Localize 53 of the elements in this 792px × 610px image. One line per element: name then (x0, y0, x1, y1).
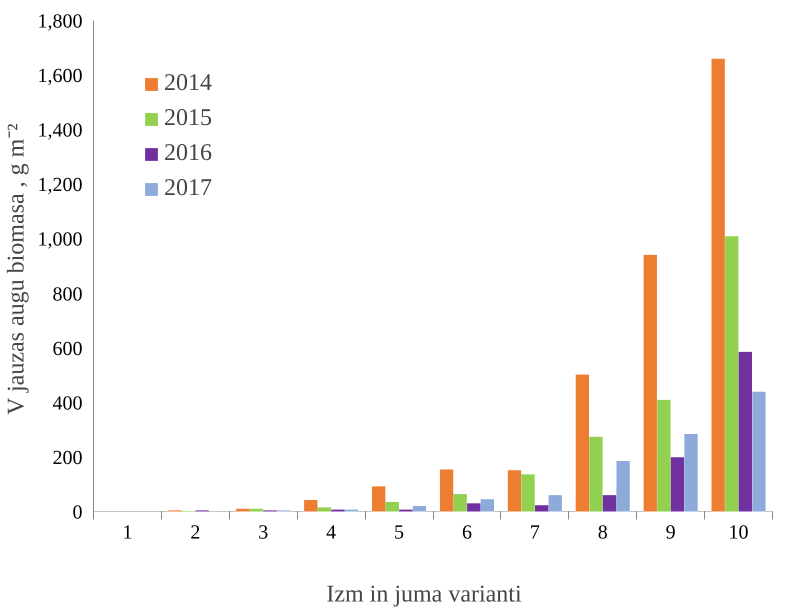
bar (589, 436, 603, 512)
legend-label: 2017 (164, 175, 212, 202)
x-tick-label: 3 (258, 522, 268, 544)
bar (602, 495, 616, 512)
bar (412, 506, 426, 512)
y-tick-label: 800 (52, 283, 82, 306)
y-tick-label: 400 (52, 392, 82, 414)
bar (372, 486, 386, 512)
y-tick-label: 1,000 (38, 228, 82, 251)
bar (521, 474, 535, 512)
x-tick-label: 4 (326, 522, 336, 544)
bar (386, 502, 399, 512)
bar (576, 374, 590, 512)
x-tick-label: 1 (122, 522, 132, 544)
bar (712, 58, 725, 512)
bar (508, 470, 522, 512)
legend-label: 2014 (164, 70, 212, 97)
y-tick-label: 1,600 (38, 65, 82, 88)
bar (250, 508, 264, 512)
y-tick-label: 200 (52, 446, 82, 469)
y-tick-label: 1,400 (38, 120, 82, 142)
bar (467, 503, 480, 512)
bar (725, 236, 738, 512)
bar (548, 495, 562, 512)
y-tick-label: 0 (72, 502, 82, 524)
legend-label: 2016 (164, 140, 212, 167)
bar (752, 392, 766, 512)
x-tick-label: 2 (190, 522, 200, 544)
y-tick-label: 1,200 (38, 174, 82, 196)
bar (480, 499, 494, 512)
x-tick-label: 10 (728, 522, 749, 544)
bar (670, 457, 684, 512)
bar (644, 254, 657, 512)
x-axis-title: Izm in juma varianti (326, 582, 522, 608)
bar (616, 461, 630, 512)
bar (440, 469, 454, 512)
bar (454, 494, 467, 512)
bar (684, 434, 698, 512)
x-tick-label: 9 (666, 522, 676, 544)
x-tick-label: 8 (598, 522, 608, 544)
bar (318, 507, 332, 512)
x-tick-label: 6 (462, 522, 472, 544)
legend-label: 2015 (164, 105, 212, 132)
bar (534, 505, 548, 512)
bar (738, 352, 752, 512)
x-tick-label: 7 (530, 522, 540, 544)
y-tick-label: 1,800 (38, 10, 82, 32)
x-tick-label: 5 (394, 522, 404, 544)
bar (236, 508, 250, 512)
y-tick-label: 600 (52, 338, 82, 360)
bar (304, 500, 318, 512)
y-axis-title: V jauzas augu biomasa , g m⁻² (4, 124, 30, 415)
bar (657, 400, 671, 512)
